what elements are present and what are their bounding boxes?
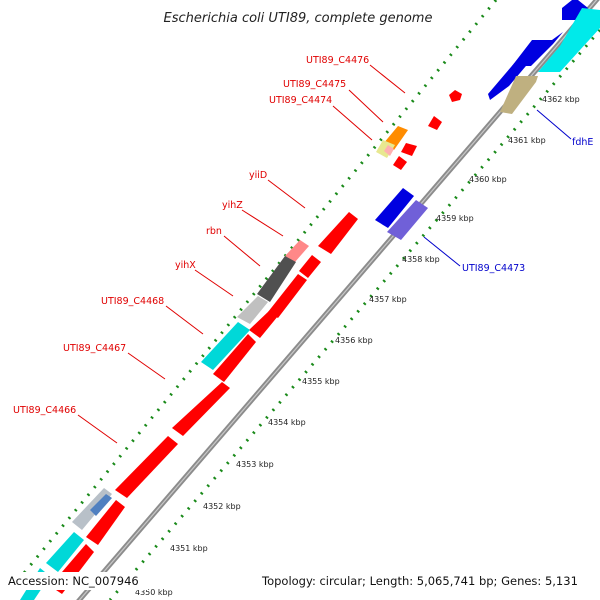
gene-label: yiiD	[249, 170, 267, 181]
gene-blue[interactable]	[488, 60, 531, 100]
gene-cyan[interactable]	[201, 322, 250, 370]
gene-label: yihX	[175, 260, 196, 271]
gene-red[interactable]	[318, 212, 358, 254]
gene-dark-grey[interactable]	[257, 256, 296, 302]
gene-blue[interactable]	[512, 32, 563, 66]
gene-grey[interactable]	[237, 296, 268, 324]
gene-red[interactable]	[299, 255, 321, 278]
leader-line	[241, 209, 284, 237]
gene-label: fdhE	[572, 137, 593, 148]
footer-accession: Accession: NC_007946	[8, 574, 139, 588]
gene-label: UTI89_C4467	[63, 343, 126, 354]
leader-line	[423, 236, 461, 267]
scale-label: 4360 kbp	[469, 175, 507, 184]
gene-red[interactable]	[249, 310, 278, 338]
gene-cyan[interactable]	[538, 8, 600, 72]
gene-blue[interactable]	[375, 188, 414, 228]
gene-label: UTI89_C4473	[462, 263, 525, 274]
gene-pink[interactable]	[384, 145, 394, 156]
gene-label: UTI89_C4476	[306, 55, 369, 66]
scale-label: 4362 kbp	[542, 95, 580, 104]
leader-line	[369, 64, 406, 94]
gene-red[interactable]	[213, 334, 256, 382]
scale-labels: 4350 kbp 4351 kbp 4352 kbp 4353 kbp 4354…	[135, 95, 580, 597]
inner-strand-genes	[375, 8, 600, 240]
scale-label: 4354 kbp	[268, 418, 306, 427]
gene-label: UTI89_C4468	[101, 296, 164, 307]
scale-label: 4357 kbp	[369, 295, 407, 304]
leader-line	[348, 89, 384, 123]
map-title: Escherichia coli UTI89, complete genome	[164, 11, 433, 26]
gene-red[interactable]	[86, 500, 125, 545]
gene-label: rbn	[206, 226, 222, 237]
leader-line	[223, 235, 261, 267]
scale-label: 4352 kbp	[203, 502, 241, 511]
scale-label: 4353 kbp	[236, 460, 274, 469]
leader-line	[127, 352, 166, 380]
outer-dotted-track	[8, 0, 498, 591]
gene-label: UTI89_C4466	[13, 405, 76, 416]
gene-pink[interactable]	[285, 240, 309, 262]
gene-red[interactable]	[172, 382, 230, 436]
gene-red[interactable]	[401, 143, 417, 156]
gene-red[interactable]	[393, 156, 407, 170]
scale-label: 4351 kbp	[170, 544, 208, 553]
gene-labels-blue: fdhE UTI89_C4473	[423, 109, 593, 274]
leader-line	[536, 109, 572, 140]
gene-red[interactable]	[115, 436, 178, 498]
scale-label: 4359 kbp	[436, 214, 474, 223]
leader-line	[165, 305, 204, 335]
gene-steel[interactable]	[90, 494, 112, 516]
leader-line	[77, 414, 118, 444]
gene-red[interactable]	[268, 274, 307, 318]
scale-label: 4358 kbp	[402, 255, 440, 264]
scale-label: 4350 kbp	[135, 588, 173, 597]
gene-purple[interactable]	[387, 200, 428, 240]
gene-red[interactable]	[449, 90, 462, 102]
gene-label: yihZ	[222, 200, 243, 211]
scale-label: 4355 kbp	[302, 377, 340, 386]
leader-line	[194, 269, 234, 297]
footer-accession-bg	[4, 572, 148, 590]
leader-line	[332, 105, 373, 141]
gene-red[interactable]	[428, 116, 442, 130]
inner-dotted-track	[108, 29, 600, 600]
leader-line	[267, 179, 306, 209]
scale-label: 4361 kbp	[508, 136, 546, 145]
footer-summary-bg	[258, 572, 596, 590]
gene-labels-red: UTI89_C4476 UTI89_C4475 UTI89_C4474 yiiD…	[13, 55, 406, 444]
scale-label: 4356 kbp	[335, 336, 373, 345]
gene-khaki[interactable]	[500, 76, 538, 114]
gene-label: UTI89_C4474	[269, 95, 332, 106]
gene-label: UTI89_C4475	[283, 79, 346, 90]
gene-cyan[interactable]	[46, 532, 84, 572]
footer-summary: Topology: circular; Length: 5,065,741 bp…	[261, 574, 578, 588]
outer-strand-genes	[20, 0, 588, 600]
